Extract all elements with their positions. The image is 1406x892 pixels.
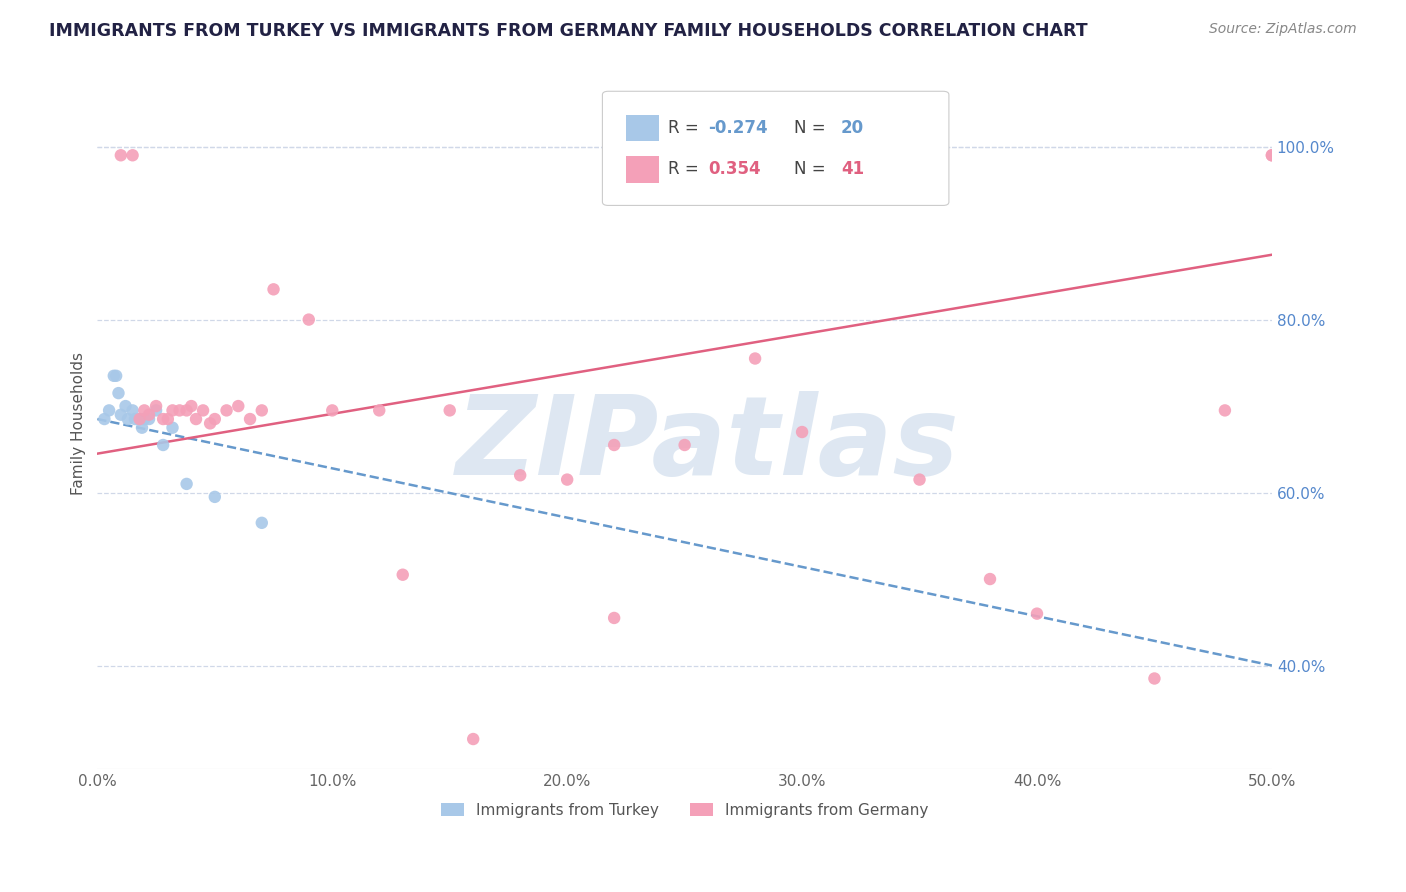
Point [162, 420, 184, 434]
Y-axis label: Family Households: Family Households [72, 351, 86, 495]
Point [226, 399, 249, 413]
Point [93, 412, 115, 426]
Point [321, 403, 343, 417]
Point [152, 412, 174, 426]
Point [131, 420, 153, 434]
Point [176, 403, 198, 417]
Text: R =: R = [668, 161, 704, 178]
Point [603, 438, 626, 452]
Point [1143, 672, 1166, 686]
Point [790, 425, 813, 439]
Point [121, 148, 143, 162]
Text: 41: 41 [841, 161, 863, 178]
Point [555, 473, 578, 487]
Point [215, 403, 238, 417]
Point [298, 312, 321, 326]
Point [98, 403, 121, 417]
Point [176, 476, 198, 491]
FancyBboxPatch shape [602, 91, 949, 205]
Point [138, 412, 160, 426]
Point [439, 403, 461, 417]
Point [184, 412, 207, 426]
Point [110, 408, 132, 422]
Point [263, 282, 285, 296]
Point [110, 148, 132, 162]
Text: Source: ZipAtlas.com: Source: ZipAtlas.com [1209, 22, 1357, 37]
Point [368, 403, 391, 417]
Point [180, 399, 202, 413]
Point [124, 412, 146, 426]
Text: N =: N = [794, 161, 831, 178]
Point [1261, 148, 1284, 162]
Point [191, 403, 214, 417]
Legend: Immigrants from Turkey, Immigrants from Germany: Immigrants from Turkey, Immigrants from … [434, 797, 934, 824]
Point [114, 399, 136, 413]
Point [162, 403, 184, 417]
Point [908, 473, 931, 487]
Point [1213, 403, 1236, 417]
Point [463, 732, 485, 747]
Point [603, 611, 626, 625]
Point [103, 368, 125, 383]
FancyBboxPatch shape [626, 156, 659, 183]
Point [134, 412, 156, 426]
Point [138, 408, 160, 422]
Point [250, 516, 273, 530]
Text: IMMIGRANTS FROM TURKEY VS IMMIGRANTS FROM GERMANY FAMILY HOUSEHOLDS CORRELATION : IMMIGRANTS FROM TURKEY VS IMMIGRANTS FRO… [49, 22, 1088, 40]
Point [156, 412, 179, 426]
Point [121, 403, 143, 417]
Point [198, 417, 221, 431]
Point [204, 490, 226, 504]
Point [128, 412, 150, 426]
Point [673, 438, 696, 452]
Point [134, 403, 156, 417]
Point [107, 386, 129, 401]
Point [128, 412, 150, 426]
Point [509, 468, 531, 483]
Text: 0.354: 0.354 [709, 161, 761, 178]
Point [250, 403, 273, 417]
Point [204, 412, 226, 426]
Text: R =: R = [668, 119, 704, 137]
Point [239, 412, 262, 426]
Text: -0.274: -0.274 [709, 119, 768, 137]
Point [1261, 148, 1284, 162]
Point [744, 351, 766, 366]
Point [105, 368, 128, 383]
Point [979, 572, 1001, 586]
Text: N =: N = [794, 119, 831, 137]
Point [1026, 607, 1049, 621]
Point [145, 403, 167, 417]
Point [152, 438, 174, 452]
Text: 20: 20 [841, 119, 863, 137]
Point [117, 412, 139, 426]
FancyBboxPatch shape [626, 115, 659, 141]
Point [145, 399, 167, 413]
Point [391, 567, 413, 582]
Point [169, 403, 191, 417]
Text: ZIPatlas: ZIPatlas [456, 391, 960, 498]
